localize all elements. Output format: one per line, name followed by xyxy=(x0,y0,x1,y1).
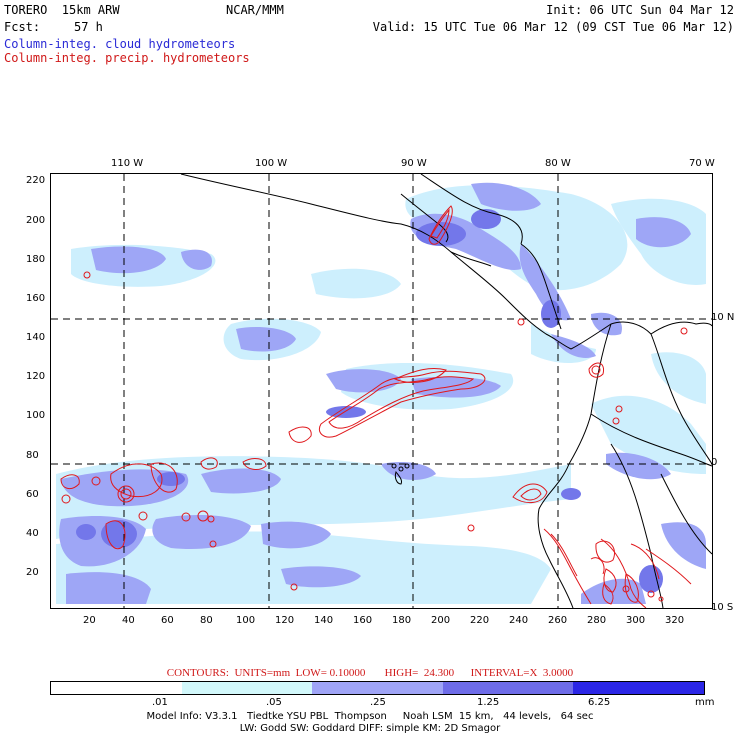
scale-label: .05 xyxy=(266,697,282,708)
x-tick: 160 xyxy=(353,615,373,626)
scale-unit: mm xyxy=(695,697,715,708)
forecast-label: Fcst: xyxy=(4,20,41,34)
precip-contours xyxy=(60,205,692,608)
x-tick: 240 xyxy=(509,615,529,626)
y-tick: 80 xyxy=(26,450,39,461)
scale-label: .25 xyxy=(370,697,386,708)
scale-label: .01 xyxy=(152,697,168,708)
cloud-dark-areas xyxy=(76,209,663,593)
x-tick: 100 xyxy=(236,615,256,626)
cloud-mid-areas xyxy=(59,182,706,604)
y-tick: 140 xyxy=(26,332,46,343)
lat-label: 0 xyxy=(711,457,718,468)
init-time: Init: 06 UTC Sun 04 Mar 12 xyxy=(546,3,734,17)
y-tick: 180 xyxy=(26,254,46,265)
y-tick: 100 xyxy=(26,410,46,421)
lon-label: 80 W xyxy=(545,158,571,169)
model-name: TORERO 15km ARW xyxy=(4,3,120,17)
contours-annotation: CONTOURS: UNITS=mm LOW= 0.10000 HIGH= 24… xyxy=(166,667,574,679)
forecast-map xyxy=(50,173,713,609)
x-tick: 60 xyxy=(161,615,174,626)
x-tick: 140 xyxy=(314,615,334,626)
precip-field-title: Column-integ. precip. hydrometeors xyxy=(4,51,250,65)
lon-label: 70 W xyxy=(689,158,715,169)
x-tick: 80 xyxy=(200,615,213,626)
color-swatch xyxy=(442,682,574,694)
y-tick: 120 xyxy=(26,371,46,382)
x-tick: 20 xyxy=(83,615,96,626)
forecast-hour: 57 h xyxy=(74,20,103,34)
lon-label: 110 W xyxy=(111,158,144,169)
galapagos-islands xyxy=(391,463,410,485)
x-tick: 180 xyxy=(392,615,412,626)
x-tick: 260 xyxy=(548,615,568,626)
y-tick: 40 xyxy=(26,528,39,539)
color-scale-bar xyxy=(50,681,705,695)
valid-time: Valid: 15 UTC Tue 06 Mar 12 (09 CST Tue … xyxy=(372,20,734,34)
scale-label: 1.25 xyxy=(477,697,500,708)
lat-label: 10 S xyxy=(711,602,734,613)
y-tick: 160 xyxy=(26,293,46,304)
y-tick: 220 xyxy=(26,175,46,186)
cloud-field-title: Column-integ. cloud hydrometeors xyxy=(4,37,236,51)
model-info: Model Info: V3.3.1 Tiedtke YSU PBL Thomp… xyxy=(146,711,594,722)
x-tick: 320 xyxy=(665,615,685,626)
lon-label: 90 W xyxy=(401,158,427,169)
cloud-light-areas xyxy=(56,185,706,604)
graticule xyxy=(51,174,712,608)
x-tick: 120 xyxy=(275,615,295,626)
color-swatch xyxy=(51,682,182,694)
y-tick: 20 xyxy=(26,567,39,578)
color-swatch xyxy=(573,682,704,694)
y-tick: 200 xyxy=(26,215,46,226)
x-tick: 220 xyxy=(470,615,490,626)
scale-label: 6.25 xyxy=(588,697,611,708)
x-tick: 300 xyxy=(626,615,646,626)
x-tick: 200 xyxy=(431,615,451,626)
lon-label: 100 W xyxy=(255,158,288,169)
color-swatch xyxy=(312,682,443,694)
coastlines xyxy=(180,174,712,608)
y-tick: 60 xyxy=(26,489,39,500)
organization: NCAR/MMM xyxy=(226,3,284,17)
color-swatch xyxy=(181,682,313,694)
physics-info: LW: Godd SW: Goddard DIFF: simple KM: 2D… xyxy=(239,723,501,734)
x-tick: 40 xyxy=(122,615,135,626)
map-canvas xyxy=(51,174,712,608)
lat-label: 10 N xyxy=(711,312,735,323)
x-tick: 280 xyxy=(587,615,607,626)
